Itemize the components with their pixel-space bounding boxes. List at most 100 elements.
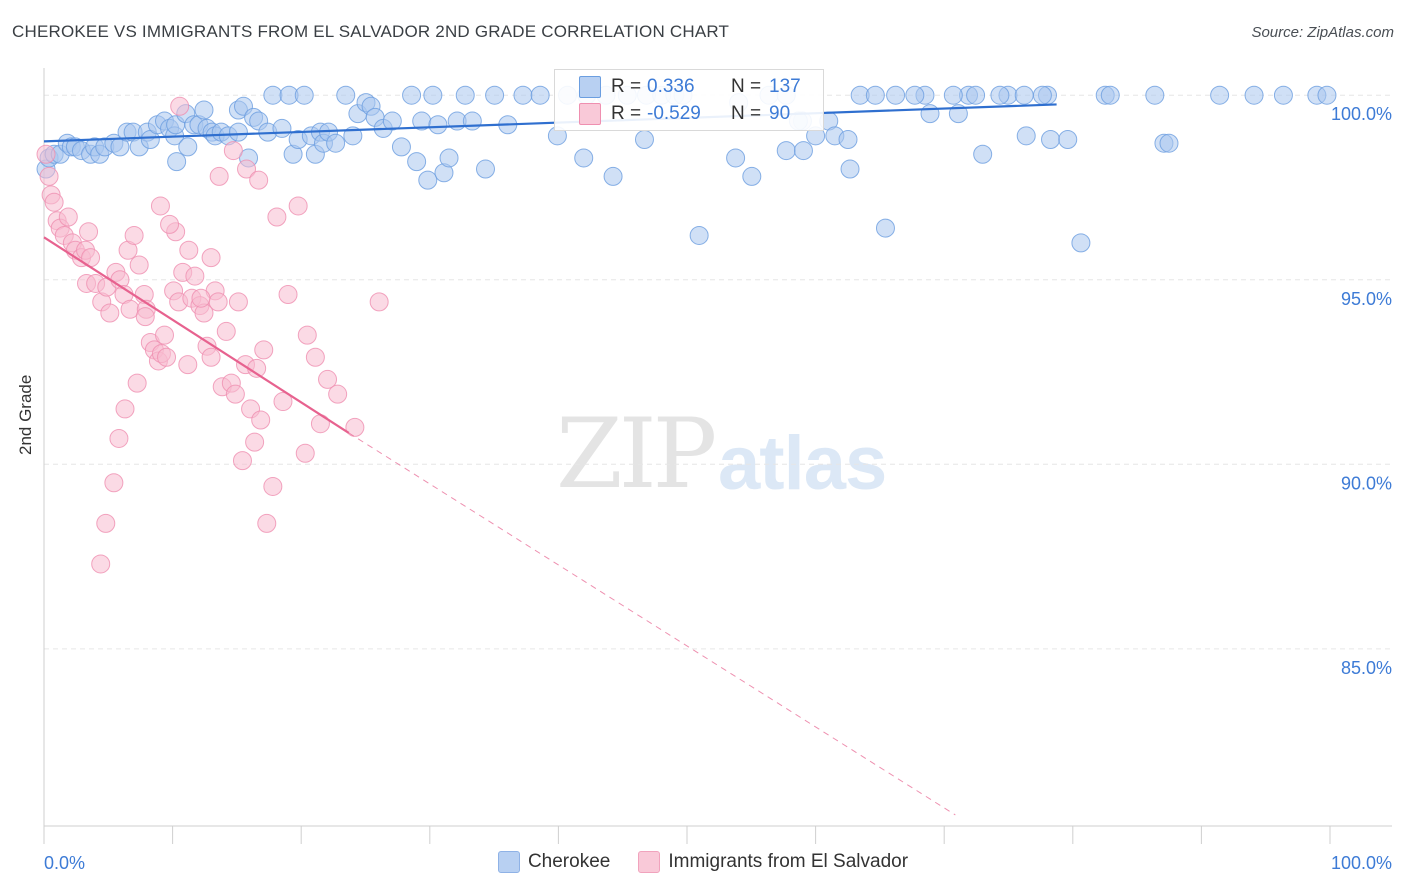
- chart-title: CHEROKEE VS IMMIGRANTS FROM EL SALVADOR …: [12, 22, 730, 41]
- cherokee-point: [1058, 130, 1078, 150]
- el-salvador-point: [257, 513, 277, 533]
- correlation-row-pink: R = -0.529 N = 90: [555, 100, 823, 128]
- r-label: R =: [611, 103, 642, 124]
- el-salvador-point: [201, 248, 221, 268]
- watermark-atlas: atlas: [718, 421, 887, 506]
- el-salvador-point: [91, 554, 111, 574]
- correlation-row-blue: R = 0.336 N = 137: [555, 73, 823, 101]
- cherokee-point: [1014, 85, 1034, 105]
- el-salvador-point: [251, 410, 271, 430]
- el-salvador-point: [124, 225, 144, 245]
- cherokee-point: [1145, 85, 1165, 105]
- el-salvador-point: [44, 192, 64, 212]
- cherokee-point: [428, 115, 448, 135]
- el-salvador-point: [185, 266, 205, 286]
- correlation-legend: R = 0.336 N = 137 R = -0.529 N = 90: [554, 69, 824, 131]
- el-salvador-point: [129, 255, 149, 275]
- cherokee-point: [1244, 85, 1264, 105]
- blue-square-icon: [497, 851, 520, 873]
- cherokee-point: [272, 118, 292, 138]
- el-salvador-point: [178, 355, 198, 375]
- el-salvador-point: [201, 347, 221, 367]
- el-salvador-point: [135, 307, 155, 327]
- cherokee-point: [167, 152, 187, 172]
- cherokee-point: [886, 85, 906, 105]
- cherokee-point: [485, 85, 505, 105]
- cherokee-point: [178, 137, 198, 157]
- el-salvador-point: [288, 196, 308, 216]
- cherokee-point: [418, 170, 438, 190]
- cherokee-point: [603, 166, 623, 186]
- el-salvador-point: [191, 288, 211, 308]
- cherokee-point: [574, 148, 594, 168]
- cherokee-point: [726, 148, 746, 168]
- cherokee-trend-line: [43, 103, 1057, 143]
- n-value-pink: 90: [769, 103, 791, 124]
- y-tick-label: 90.0%: [1341, 473, 1392, 493]
- cherokee-point: [439, 148, 459, 168]
- el-salvador-point: [232, 451, 252, 471]
- el-salvador-point: [39, 166, 59, 186]
- el-salvador-point: [328, 384, 348, 404]
- x-tick-label: 100.0%: [1331, 853, 1392, 873]
- cherokee-point: [990, 85, 1010, 105]
- cherokee-point: [391, 137, 411, 157]
- el-salvador-point: [263, 476, 283, 496]
- legend-item-el-salvador[interactable]: Immigrants from El Salvador: [638, 851, 908, 873]
- el-salvador-point: [310, 414, 330, 434]
- el-salvador-point: [216, 321, 236, 341]
- el-salvador-point: [179, 240, 199, 260]
- cherokee-point: [1210, 85, 1230, 105]
- cherokee-point: [475, 159, 495, 179]
- el-salvador-point: [170, 96, 190, 116]
- el-salvador-point: [209, 166, 229, 186]
- cherokee-point: [228, 122, 248, 142]
- el-salvador-point: [160, 214, 180, 234]
- cherokee-point: [1100, 85, 1120, 105]
- n-label: N =: [731, 103, 762, 124]
- el-salvador-point: [58, 207, 78, 227]
- cherokee-point: [1041, 130, 1061, 150]
- cherokee-point: [455, 85, 475, 105]
- n-label: N =: [731, 76, 762, 97]
- cherokee-point: [1159, 133, 1179, 153]
- cherokee-point: [513, 85, 533, 105]
- cherokee-point: [402, 85, 422, 105]
- pink-square-icon: [638, 851, 661, 873]
- cherokee-point: [382, 111, 402, 131]
- el-salvador-point: [127, 373, 147, 393]
- cherokee-point: [689, 225, 709, 245]
- el-salvador-point: [345, 417, 365, 437]
- el-salvador-trend-line: [43, 236, 350, 434]
- el-salvador-point: [223, 141, 243, 161]
- cherokee-point: [1032, 85, 1052, 105]
- cherokee-point: [875, 218, 895, 238]
- el-salvador-point: [115, 399, 135, 419]
- el-salvador-point: [208, 292, 228, 312]
- el-salvador-point: [237, 159, 257, 179]
- y-tick-label: 95.0%: [1341, 289, 1392, 309]
- cherokee-point: [920, 104, 940, 124]
- cherokee-point: [1317, 85, 1337, 105]
- cherokee-point: [194, 100, 214, 120]
- y-tick-label: 85.0%: [1341, 658, 1392, 678]
- cherokee-point: [793, 141, 813, 161]
- el-salvador-point: [36, 144, 56, 164]
- y-axis-label: 2nd Grade: [16, 374, 35, 455]
- cherokee-point: [530, 85, 550, 105]
- el-salvador-point: [245, 432, 265, 452]
- el-salvador-point: [318, 369, 338, 389]
- el-salvador-point: [150, 196, 170, 216]
- el-salvador-point: [228, 292, 248, 312]
- cherokee-point: [838, 130, 858, 150]
- legend-item-cherokee[interactable]: Cherokee: [497, 851, 610, 873]
- pink-swatch-icon: [579, 103, 601, 125]
- cherokee-point: [943, 85, 963, 105]
- cherokee-point: [634, 130, 654, 150]
- el-salvador-point: [295, 443, 315, 463]
- cherokee-point: [742, 166, 762, 186]
- el-salvador-point: [254, 340, 274, 360]
- cherokee-point: [1071, 233, 1091, 253]
- r-value-blue: 0.336: [647, 76, 695, 97]
